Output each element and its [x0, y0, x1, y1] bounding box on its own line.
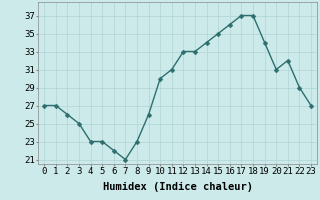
X-axis label: Humidex (Indice chaleur): Humidex (Indice chaleur)	[103, 182, 252, 192]
